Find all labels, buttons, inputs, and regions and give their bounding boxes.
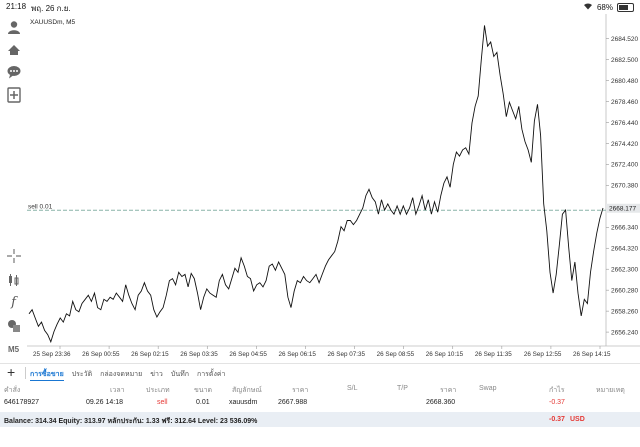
- col-time: เวลา: [110, 387, 125, 394]
- current-price-label: 2668.177: [609, 206, 636, 213]
- price-chart[interactable]: 2684.520 2682.500 2680.480 2678.460 2676.440…: [27, 14, 640, 358]
- currency: USD: [570, 416, 585, 423]
- wifi-icon: [583, 2, 593, 12]
- x-tick-label: 26 Sep 07:35: [328, 351, 366, 358]
- col-current-price: ราคา: [440, 387, 457, 394]
- y-tick-label: 2682.500: [611, 57, 638, 64]
- col-swap: Swap: [479, 385, 497, 392]
- tab-mailbox[interactable]: กล่องจดหมาย: [100, 371, 143, 378]
- current-price-tag: [606, 203, 640, 213]
- order-symbol: xauusdm: [229, 399, 258, 406]
- x-tick-label: 26 Sep 03:35: [180, 351, 218, 358]
- y-tick-label: 2674.420: [611, 141, 638, 148]
- y-tick-label: 2666.340: [611, 225, 638, 232]
- order-id: 646178927: [4, 399, 40, 406]
- y-tick-label: 2678.460: [611, 99, 638, 106]
- table-row[interactable]: 646178927 09.26 14:18 sell 0.01 xauusdm …: [0, 396, 640, 411]
- x-tick-label: 26 Sep 08:55: [377, 351, 415, 358]
- x-tick-label: 26 Sep 10:15: [426, 351, 464, 358]
- order-type: sell: [157, 399, 168, 406]
- balance-bar: Balance: 314.34 Equity: 313.97 หลักประกั…: [0, 412, 640, 427]
- y-tick-label: 2676.440: [611, 120, 638, 127]
- status-date: พฤ. 26 ก.ย.: [31, 4, 71, 13]
- x-tick-label: 25 Sep 23:36: [33, 351, 71, 358]
- status-right: 68%: [583, 2, 634, 12]
- col-symbol: สัญลักษณ์: [232, 387, 262, 394]
- status-time: 21:18: [6, 2, 27, 11]
- y-tick-label: 2660.280: [611, 287, 638, 294]
- tab-settings[interactable]: การตั้งค่า: [196, 371, 226, 378]
- add-document-icon[interactable]: [4, 85, 23, 104]
- tab-journal[interactable]: บันทึก: [170, 371, 189, 378]
- y-tick-label: 2680.480: [611, 78, 638, 85]
- y-tick-label: 2662.300: [611, 267, 638, 274]
- col-tp: T/P: [397, 385, 408, 392]
- battery-percent: 68%: [596, 2, 613, 12]
- chat-icon[interactable]: [4, 62, 23, 81]
- x-tick-label: 26 Sep 12:55: [524, 351, 562, 358]
- col-price: ราคา: [292, 387, 309, 394]
- x-tick-label: 26 Sep 00:55: [82, 351, 120, 358]
- y-tick-label: 2672.400: [611, 162, 638, 169]
- timeframe-icon[interactable]: M5: [7, 345, 20, 354]
- table-header: คำสั่ง เวลา ประเภท ขนาด สัญลักษณ์ ราคา S…: [0, 382, 640, 395]
- y-tick-label: 2664.320: [611, 246, 638, 253]
- battery-icon: [617, 2, 634, 12]
- objects-icon[interactable]: [4, 316, 23, 335]
- col-comment: หมายเหตุ: [596, 387, 625, 394]
- order-volume: 0.01: [196, 399, 210, 406]
- divider: [25, 367, 26, 379]
- col-profit: กำไร: [549, 387, 565, 394]
- symbol-label: XAUUSDm, M5: [30, 19, 76, 26]
- col-type: ประเภท: [146, 387, 170, 394]
- x-tick-label: 26 Sep 02:15: [131, 351, 169, 358]
- balance-summary: Balance: 314.34 Equity: 313.97 หลักประกั…: [4, 418, 258, 425]
- tab-history[interactable]: ประวัติ: [71, 371, 93, 378]
- col-order: คำสั่ง: [4, 387, 21, 394]
- left-toolbar: f M5: [0, 14, 27, 358]
- col-volume: ขนาด: [194, 387, 213, 394]
- order-time: 09.26 14:18: [86, 399, 123, 406]
- total-profit: -0.37: [549, 416, 565, 423]
- add-icon[interactable]: +: [7, 364, 16, 380]
- order-current-price: 2668.360: [426, 399, 456, 406]
- status-bar: 21:18 พฤ. 26 ก.ย. 68%: [0, 0, 640, 14]
- person-icon[interactable]: [4, 17, 23, 36]
- order-price: 2667.988: [278, 399, 308, 406]
- order-profit: -0.37: [549, 399, 565, 406]
- x-tick-label: 26 Sep 11:35: [475, 351, 512, 358]
- x-tick-label: 26 Sep 04:55: [229, 351, 267, 358]
- y-tick-label: 2656.240: [611, 329, 638, 336]
- crosshair-icon[interactable]: [4, 246, 23, 265]
- y-tick-label: 2670.380: [611, 183, 638, 190]
- tab-news[interactable]: ข่าว: [150, 371, 163, 378]
- terminal-tab-bar: + การซื้อขาย ประวัติ กล่องจดหมาย ข่าว บั…: [0, 363, 640, 382]
- price-series-line: [28, 25, 604, 344]
- function-icon[interactable]: f: [11, 295, 16, 310]
- x-tick-label: 26 Sep 14:15: [573, 351, 611, 358]
- trade-icon[interactable]: [4, 39, 23, 58]
- indicators-icon[interactable]: [4, 270, 23, 289]
- y-tick-label: 2658.260: [611, 308, 638, 315]
- chart-svg: 2684.520 2682.500 2680.480 2678.460 2676.440…: [27, 14, 640, 358]
- terminal-tabs: การซื้อขาย ประวัติ กล่องจดหมาย ข่าว บันท…: [30, 369, 225, 381]
- order-line-label: sell 0.01: [28, 204, 53, 211]
- y-tick-label: 2684.520: [611, 36, 638, 43]
- col-sl: S/L: [347, 385, 358, 392]
- x-tick-label: 26 Sep 06:15: [278, 351, 316, 358]
- tab-trade[interactable]: การซื้อขาย: [30, 369, 64, 381]
